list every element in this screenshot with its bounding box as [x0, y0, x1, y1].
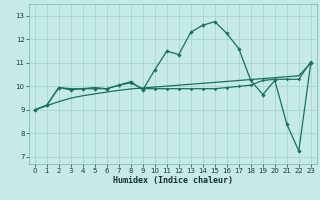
X-axis label: Humidex (Indice chaleur): Humidex (Indice chaleur): [113, 176, 233, 185]
